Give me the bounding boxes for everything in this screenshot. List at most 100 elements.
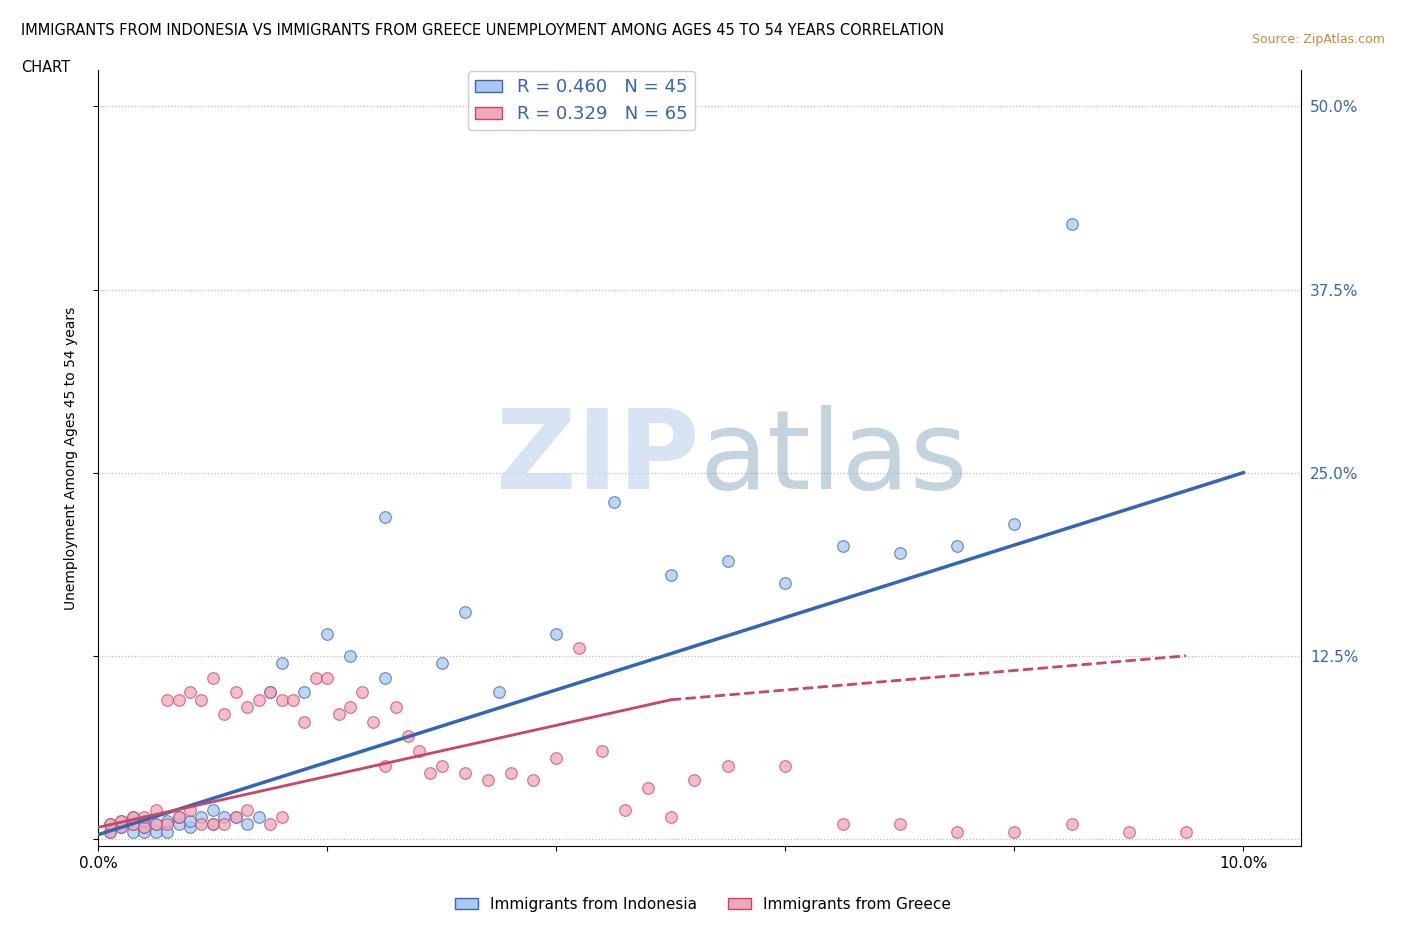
Point <box>121 817 143 831</box>
Point <box>145 824 167 839</box>
Point <box>419 765 441 780</box>
Point <box>350 685 373 700</box>
Point <box>214 817 236 831</box>
Point <box>179 820 201 835</box>
Point <box>167 817 190 831</box>
Point <box>190 817 212 831</box>
Point <box>396 729 419 744</box>
Point <box>134 820 156 835</box>
Point <box>339 699 361 714</box>
Point <box>145 817 167 831</box>
Point <box>134 814 156 829</box>
Point <box>1175 824 1198 839</box>
Point <box>121 809 143 824</box>
Text: ZIP: ZIP <box>496 405 700 512</box>
Point <box>294 685 316 700</box>
Point <box>167 809 190 824</box>
Point <box>121 824 143 839</box>
Point <box>98 824 121 839</box>
Point <box>1002 516 1025 531</box>
Point <box>946 538 969 553</box>
Point <box>1118 824 1140 839</box>
Point <box>454 765 477 780</box>
Point <box>201 817 224 831</box>
Point <box>316 627 339 642</box>
Point <box>134 824 156 839</box>
Legend: Immigrants from Indonesia, Immigrants from Greece: Immigrants from Indonesia, Immigrants fr… <box>449 891 957 918</box>
Point <box>156 692 179 707</box>
Point <box>121 809 143 824</box>
Point <box>167 692 190 707</box>
Point <box>259 685 281 700</box>
Point <box>214 707 236 722</box>
Point <box>110 820 132 835</box>
Point <box>568 641 591 656</box>
Point <box>134 820 156 835</box>
Point <box>591 744 613 759</box>
Point <box>477 773 499 788</box>
Point <box>190 809 212 824</box>
Point <box>430 758 453 773</box>
Point <box>614 803 637 817</box>
Point <box>259 685 281 700</box>
Point <box>602 495 624 510</box>
Point <box>225 809 247 824</box>
Point <box>637 780 659 795</box>
Y-axis label: Unemployment Among Ages 45 to 54 years: Unemployment Among Ages 45 to 54 years <box>63 306 77 610</box>
Point <box>659 568 682 583</box>
Point <box>145 817 167 831</box>
Point <box>121 817 143 831</box>
Text: Source: ZipAtlas.com: Source: ZipAtlas.com <box>1251 33 1385 46</box>
Point <box>145 803 167 817</box>
Point <box>946 824 969 839</box>
Point <box>167 809 190 824</box>
Point <box>430 656 453 671</box>
Point <box>236 699 259 714</box>
Point <box>156 824 179 839</box>
Text: CHART: CHART <box>21 60 70 75</box>
Point <box>717 758 740 773</box>
Point <box>236 803 259 817</box>
Legend: R = 0.460   N = 45, R = 0.329   N = 65: R = 0.460 N = 45, R = 0.329 N = 65 <box>468 71 695 130</box>
Point <box>361 714 384 729</box>
Point <box>247 692 270 707</box>
Point <box>294 714 316 729</box>
Point <box>385 699 408 714</box>
Point <box>1002 824 1025 839</box>
Point <box>889 817 911 831</box>
Text: IMMIGRANTS FROM INDONESIA VS IMMIGRANTS FROM GREECE UNEMPLOYMENT AMONG AGES 45 T: IMMIGRANTS FROM INDONESIA VS IMMIGRANTS … <box>21 23 945 38</box>
Point <box>98 817 121 831</box>
Point <box>488 685 510 700</box>
Point <box>201 803 224 817</box>
Point <box>201 671 224 685</box>
Point <box>499 765 522 780</box>
Point <box>775 575 797 590</box>
Point <box>98 824 121 839</box>
Point <box>546 751 568 765</box>
Point <box>831 817 853 831</box>
Point <box>214 809 236 824</box>
Point <box>717 553 740 568</box>
Point <box>522 773 544 788</box>
Point <box>270 809 292 824</box>
Point <box>682 773 704 788</box>
Point <box>270 692 292 707</box>
Point <box>110 820 132 835</box>
Point <box>201 817 224 831</box>
Point <box>270 656 292 671</box>
Point <box>98 817 121 831</box>
Point <box>179 803 201 817</box>
Point <box>374 510 396 525</box>
Point <box>454 604 477 619</box>
Point <box>775 758 797 773</box>
Point <box>247 809 270 824</box>
Point <box>374 758 396 773</box>
Point <box>889 546 911 561</box>
Point <box>236 817 259 831</box>
Point <box>546 627 568 642</box>
Point <box>179 685 201 700</box>
Point <box>134 809 156 824</box>
Point <box>339 648 361 663</box>
Point <box>1060 216 1083 231</box>
Point <box>259 817 281 831</box>
